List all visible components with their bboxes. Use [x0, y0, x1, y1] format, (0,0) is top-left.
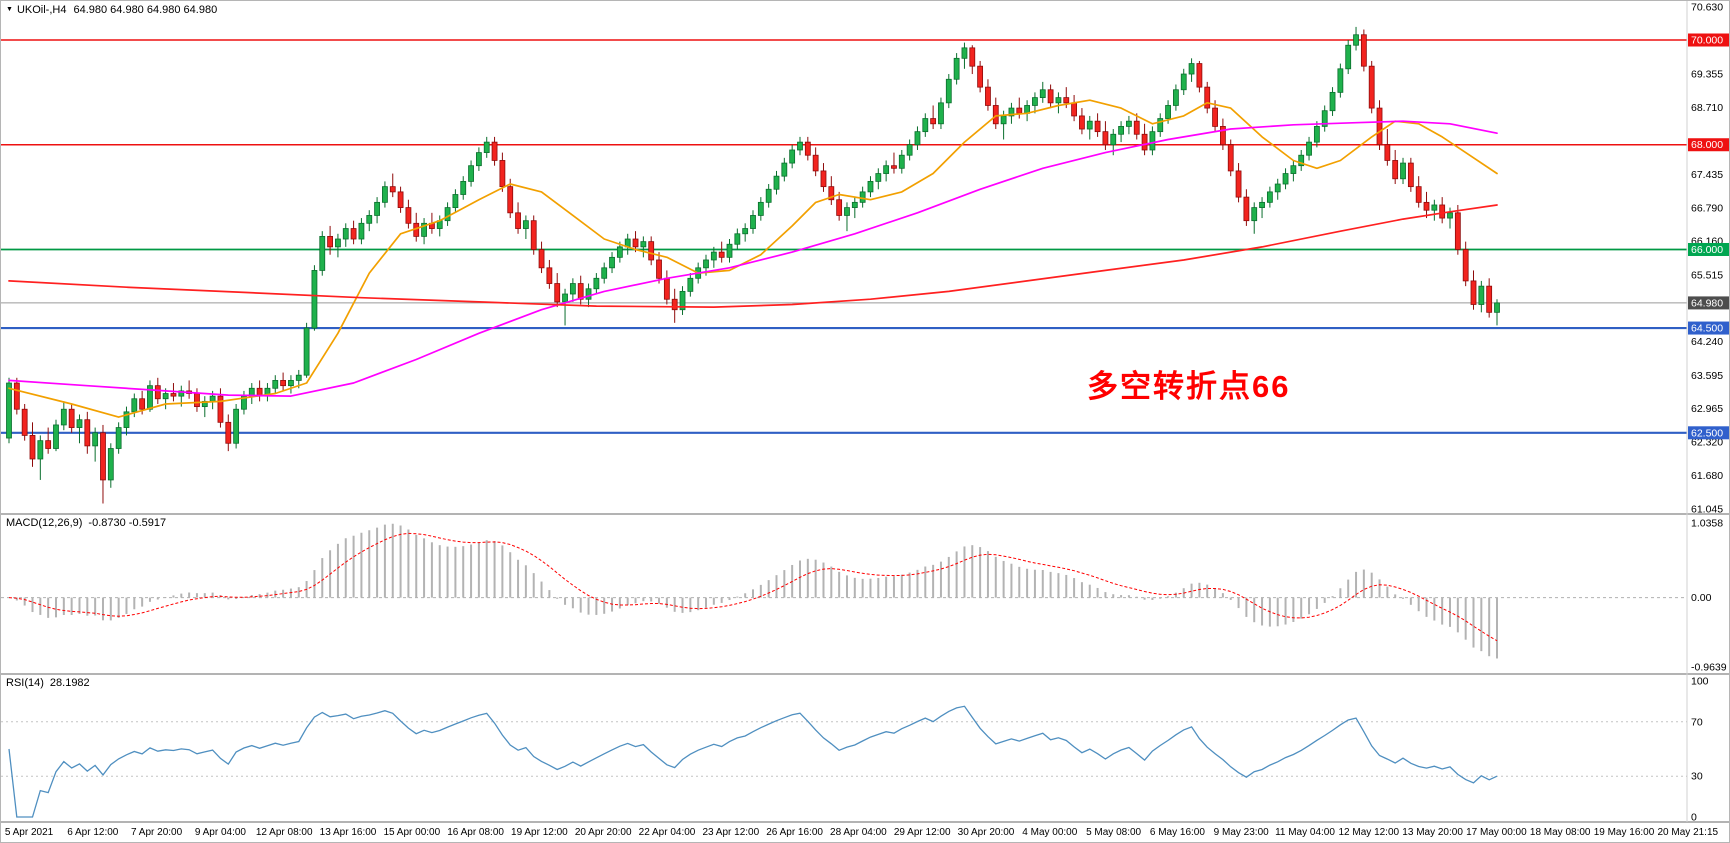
svg-text:63.595: 63.595 [1691, 370, 1723, 382]
time-axis-label: 26 Apr 16:00 [766, 827, 823, 838]
time-axis-label: 28 Apr 04:00 [830, 827, 887, 838]
chart-header: ▼ UKOil-,H4 64.980 64.980 64.980 64.980 [6, 4, 217, 16]
svg-text:62.965: 62.965 [1691, 403, 1723, 415]
time-axis-label: 30 Apr 20:00 [957, 827, 1015, 838]
svg-text:61.680: 61.680 [1691, 470, 1723, 482]
macd-signal-line [8, 532, 1498, 642]
time-axis-label: 23 Apr 12:00 [702, 827, 760, 838]
time-axis-label: 4 May 00:00 [1022, 827, 1078, 838]
svg-text:70: 70 [1691, 716, 1703, 728]
svg-text:69.355: 69.355 [1691, 68, 1723, 80]
svg-text:62.500: 62.500 [1691, 427, 1723, 439]
time-axis-label: 12 Apr 08:00 [255, 827, 313, 838]
rsi-axis[interactable]: 100 70 30 0 [1691, 676, 1709, 824]
time-axis-label: 6 Apr 12:00 [67, 827, 119, 838]
time-axis-label: 20 Apr 20:00 [574, 827, 632, 838]
rsi-indicator-label: RSI(14) 28.1982 [6, 677, 90, 689]
svg-text:1.0358: 1.0358 [1691, 518, 1723, 530]
horizontal-lines [1, 39, 1687, 434]
time-axis-label: 19 May 16:00 [1593, 827, 1655, 838]
time-axis-label: 29 Apr 12:00 [893, 827, 951, 838]
svg-text:67.435: 67.435 [1691, 169, 1723, 181]
price-annotation-text[interactable]: 多空转折点66 [1087, 369, 1291, 404]
macd-values: -0.8730 -0.5917 [88, 517, 167, 529]
svg-text:68.710: 68.710 [1691, 102, 1723, 114]
svg-text:-0.9639: -0.9639 [1691, 662, 1727, 674]
rsi-value: 28.1982 [49, 677, 90, 689]
time-axis-label: 7 Apr 20:00 [131, 827, 183, 838]
symbol-period-label: UKOil-,H4 [16, 4, 67, 16]
rsi-line [8, 705, 1498, 818]
rsi-name: RSI(14) [6, 677, 44, 689]
svg-text:64.980: 64.980 [1691, 297, 1723, 309]
svg-text:68.000: 68.000 [1691, 139, 1723, 151]
time-axis-label: 13 May 20:00 [1402, 827, 1463, 838]
time-axis-label: 9 Apr 04:00 [194, 827, 246, 838]
svg-text:61.045: 61.045 [1691, 504, 1723, 516]
svg-text:70.000: 70.000 [1691, 34, 1723, 46]
ma-slow-red [8, 204, 1498, 308]
time-axis-label: 12 May 12:00 [1338, 827, 1400, 838]
svg-text:65.515: 65.515 [1691, 269, 1723, 281]
symbol-dropdown-icon[interactable]: ▼ [6, 6, 13, 13]
time-axis-label: 17 May 00:00 [1466, 827, 1527, 838]
time-axis-label: 15 Apr 00:00 [383, 827, 441, 838]
svg-text:100: 100 [1691, 676, 1709, 688]
time-axis-label: 6 May 16:00 [1149, 827, 1205, 838]
ma-medium-magenta [8, 120, 1498, 397]
price-axis[interactable]: 70.63069.35568.71067.43566.79066.16065.5… [1688, 2, 1730, 516]
macd-axis[interactable]: 1.0358 0.00 -0.9639 [1691, 518, 1727, 674]
time-axis[interactable]: 5 Apr 2021 6 Apr 12:00 7 Apr 20:00 9 Apr 04… [1, 823, 1729, 842]
time-axis-label: 18 May 08:00 [1529, 827, 1591, 838]
ohlc-values: 64.980 64.980 64.980 64.980 [73, 4, 218, 16]
svg-text:70.630: 70.630 [1691, 2, 1723, 14]
macd-indicator-label: MACD(12,26,9) -0.8730 -0.5917 [6, 517, 166, 529]
candlestick-series [6, 26, 1500, 504]
time-axis-label: 16 Apr 08:00 [447, 827, 504, 838]
time-axis-label: 5 May 08:00 [1086, 827, 1142, 838]
svg-text:0.00: 0.00 [1691, 592, 1712, 604]
svg-text:62.320: 62.320 [1691, 437, 1723, 449]
time-axis-label: 5 Apr 2021 [4, 827, 54, 838]
svg-text:64.500: 64.500 [1691, 323, 1723, 335]
time-axis-label: 20 May 21:15 [1657, 827, 1719, 838]
time-axis-label: 11 May 04:00 [1275, 827, 1335, 838]
time-axis-label: 13 Apr 16:00 [319, 827, 377, 838]
svg-text:64.240: 64.240 [1691, 336, 1723, 348]
svg-text:66.790: 66.790 [1691, 203, 1723, 215]
svg-text:66.000: 66.000 [1691, 244, 1723, 256]
macd-histogram [15, 523, 1498, 659]
ma-fast-orange [8, 99, 1498, 418]
svg-text:30: 30 [1691, 771, 1703, 783]
time-axis-label: 19 Apr 12:00 [511, 827, 568, 838]
time-axis-label: 9 May 23:00 [1213, 827, 1269, 838]
svg-text:0: 0 [1691, 812, 1697, 824]
macd-name: MACD(12,26,9) [6, 517, 83, 529]
time-axis-label: 22 Apr 04:00 [638, 827, 696, 838]
